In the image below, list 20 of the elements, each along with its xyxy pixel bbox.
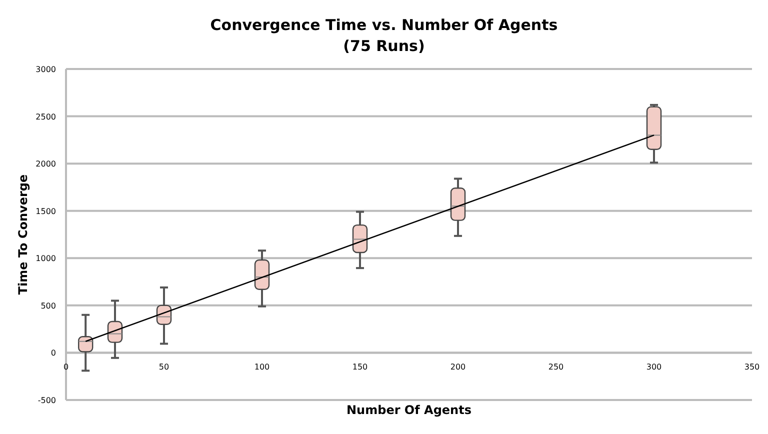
y-tick-label: 500 <box>40 301 56 310</box>
x-tick-label: 250 <box>548 362 564 372</box>
x-tick-label: 0 <box>63 362 69 372</box>
y-tick-label: 0 <box>50 348 56 358</box>
x-tick-label: 50 <box>158 362 170 372</box>
y-tick-label: 3000 <box>36 65 56 74</box>
y-tick-label: 2500 <box>36 112 56 122</box>
chart-subtitle: (75 Runs) <box>343 37 425 55</box>
x-axis-title: Number Of Agents <box>346 403 472 417</box>
chart-title: Convergence Time vs. Number Of Agents <box>210 16 558 34</box>
y-tick-label: 1000 <box>36 254 56 264</box>
x-tick-label: 200 <box>450 362 466 372</box>
x-tick-label: 350 <box>744 362 760 372</box>
y-tick-label: -500 <box>38 396 56 405</box>
y-tick-label: 1500 <box>36 206 56 216</box>
y-tick-label: 2000 <box>36 160 56 169</box>
x-tick-label: 300 <box>646 362 662 372</box>
y-axis-title: Time To Converge <box>16 174 30 295</box>
x-tick-label: 150 <box>352 362 368 372</box>
x-tick-label: 100 <box>254 362 270 372</box>
